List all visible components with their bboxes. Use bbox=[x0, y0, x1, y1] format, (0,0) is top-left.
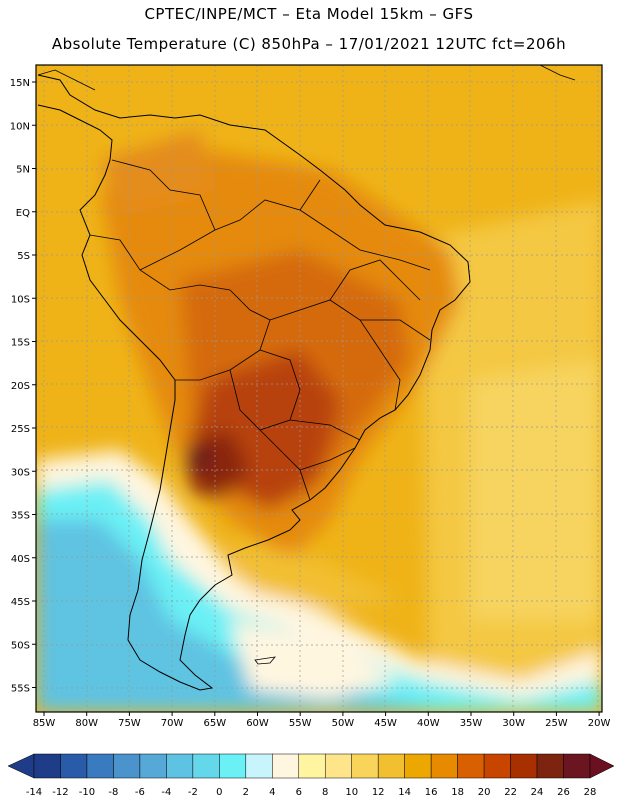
colorbar-label: 26 bbox=[557, 787, 570, 798]
lon-tick-label: 60W bbox=[246, 718, 269, 729]
colorbar-swatch bbox=[33, 753, 61, 779]
colorbar-swatch bbox=[86, 753, 114, 779]
lon-tick-label: 35W bbox=[460, 718, 483, 729]
lat-tick-label: 45S bbox=[11, 597, 30, 608]
lat-tick-label: 50S bbox=[11, 640, 30, 651]
lat-tick-label: 30S bbox=[11, 467, 30, 478]
lon-tick-label: 25W bbox=[545, 718, 568, 729]
colorbar-label: 22 bbox=[504, 787, 517, 798]
colorbar-label: 10 bbox=[345, 787, 358, 798]
country-borders bbox=[89, 159, 431, 501]
colorbar-swatch bbox=[324, 753, 352, 779]
colorbar-swatch bbox=[60, 753, 88, 779]
colorbar: -14 -12 -10 -8 -6 -4 -2 0 2 4 6 8 10 12 14 16 18 20 22 24 26… bbox=[7, 753, 615, 798]
latitude-axis: 15N 10N 5N EQ 5S 10S 15S 20S 25S 30S 35S 40S 45S 50S 5… bbox=[10, 78, 36, 695]
lat-tick-label: 5S bbox=[17, 251, 30, 262]
colorbar-swatch bbox=[245, 753, 273, 779]
colorbar-swatch bbox=[457, 753, 485, 779]
colorbar-label: 14 bbox=[398, 787, 411, 798]
colorbar-label: 18 bbox=[451, 787, 464, 798]
lon-tick-label: 50W bbox=[332, 718, 355, 729]
lon-tick-label: 65W bbox=[203, 718, 226, 729]
colorbar-swatch bbox=[510, 753, 538, 779]
lat-tick-label: 35S bbox=[11, 511, 30, 522]
colorbar-label: 4 bbox=[269, 787, 275, 798]
colorbar-swatch bbox=[192, 753, 220, 779]
lat-tick-label: 40S bbox=[11, 554, 30, 565]
lat-tick-label: 5N bbox=[16, 165, 30, 176]
colorbar-arrow-left bbox=[7, 753, 35, 779]
lon-tick-label: 85W bbox=[33, 718, 56, 729]
colorbar-swatch bbox=[563, 753, 591, 779]
colorbar-swatch bbox=[219, 753, 247, 779]
south-america-coastline bbox=[37, 74, 471, 691]
temperature-field bbox=[36, 65, 602, 712]
colorbar-label: -4 bbox=[161, 787, 171, 798]
colorbar-label: -14 bbox=[26, 787, 42, 798]
colorbar-label: 2 bbox=[243, 787, 249, 798]
map-frame bbox=[35, 64, 603, 713]
colorbar-swatch bbox=[272, 753, 300, 779]
colorbar-label: 20 bbox=[478, 787, 491, 798]
lon-tick-label: 55W bbox=[289, 718, 312, 729]
lon-tick-label: 70W bbox=[161, 718, 184, 729]
colorbar-label: 16 bbox=[425, 787, 438, 798]
lon-tick-label: 45W bbox=[374, 718, 397, 729]
lat-tick-label: 10S bbox=[11, 294, 30, 305]
colorbar-label: 24 bbox=[531, 787, 544, 798]
colorbar-swatch bbox=[430, 753, 458, 779]
lon-tick-label: 75W bbox=[118, 718, 141, 729]
lon-tick-label: 80W bbox=[75, 718, 98, 729]
colorbar-swatch bbox=[483, 753, 511, 779]
lat-tick-label: 25S bbox=[11, 424, 30, 435]
lat-tick-label: 10N bbox=[10, 121, 30, 132]
colorbar-label: 28 bbox=[584, 787, 597, 798]
colorbar-swatch bbox=[298, 753, 326, 779]
graticule bbox=[36, 65, 602, 712]
lon-tick-label: 30W bbox=[502, 718, 525, 729]
colorbar-swatch bbox=[404, 753, 432, 779]
colorbar-swatch bbox=[113, 753, 141, 779]
colorbar-label: 6 bbox=[296, 787, 302, 798]
lon-tick-label: 40W bbox=[417, 718, 440, 729]
colorbar-label: -10 bbox=[79, 787, 95, 798]
colorbar-swatch bbox=[536, 753, 564, 779]
colorbar-label: -2 bbox=[188, 787, 198, 798]
lat-tick-label: 15N bbox=[10, 78, 30, 89]
colorbar-arrow-right bbox=[589, 753, 615, 779]
lat-tick-label: 15S bbox=[11, 338, 30, 349]
colorbar-label: -8 bbox=[108, 787, 118, 798]
chart-title-line2: Absolute Temperature (C) 850hPa – 17/01/… bbox=[51, 35, 567, 53]
lon-tick-label: 20W bbox=[588, 718, 611, 729]
chart-title-line1: CPTEC/INPE/MCT – Eta Model 15km – GFS bbox=[144, 5, 474, 23]
lat-tick-label: EQ bbox=[16, 208, 30, 219]
colorbar-swatch bbox=[351, 753, 379, 779]
colorbar-label: -12 bbox=[52, 787, 68, 798]
colorbar-swatch bbox=[139, 753, 167, 779]
colorbar-swatch bbox=[166, 753, 194, 779]
colorbar-label: -6 bbox=[135, 787, 145, 798]
colorbar-label: 12 bbox=[372, 787, 385, 798]
colorbar-label: 8 bbox=[322, 787, 328, 798]
lat-tick-label: 55S bbox=[11, 684, 30, 695]
lat-tick-label: 20S bbox=[11, 381, 30, 392]
longitude-axis: 85W 80W 75W 70W 65W 60W 55W 50W 45W 40W 35W 30W 25W 2… bbox=[33, 712, 611, 729]
colorbar-swatch bbox=[377, 753, 405, 779]
colorbar-label: 0 bbox=[216, 787, 222, 798]
